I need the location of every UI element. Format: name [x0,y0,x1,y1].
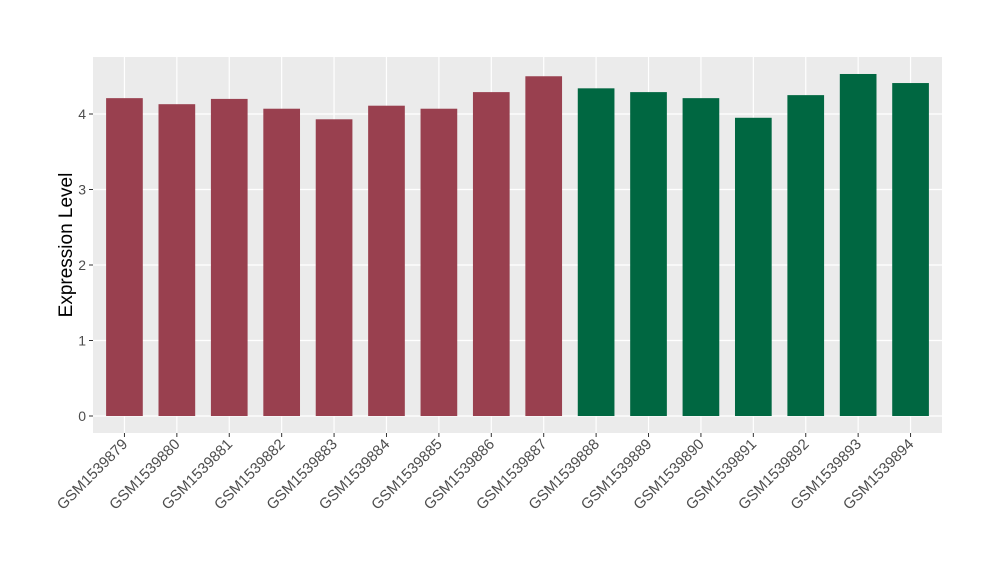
bar [368,105,405,417]
y-tick-label: 2 [78,257,86,273]
bar [682,98,720,417]
y-tick-label: 1 [78,333,86,349]
bar [839,73,877,417]
bar [630,92,667,417]
bar [472,92,510,417]
bar [315,119,353,417]
bar [263,108,301,417]
y-axis-title: Expression Level [56,173,77,318]
bar [158,104,196,417]
bar [892,83,929,417]
y-tick-label: 4 [78,106,86,122]
bar [210,98,248,417]
bar [106,98,143,417]
bar [577,88,615,417]
bar [787,95,825,417]
y-tick-label: 0 [78,408,86,424]
bar [734,117,772,417]
bar [420,108,458,417]
y-tick-label: 3 [78,182,86,198]
bar [525,76,563,417]
